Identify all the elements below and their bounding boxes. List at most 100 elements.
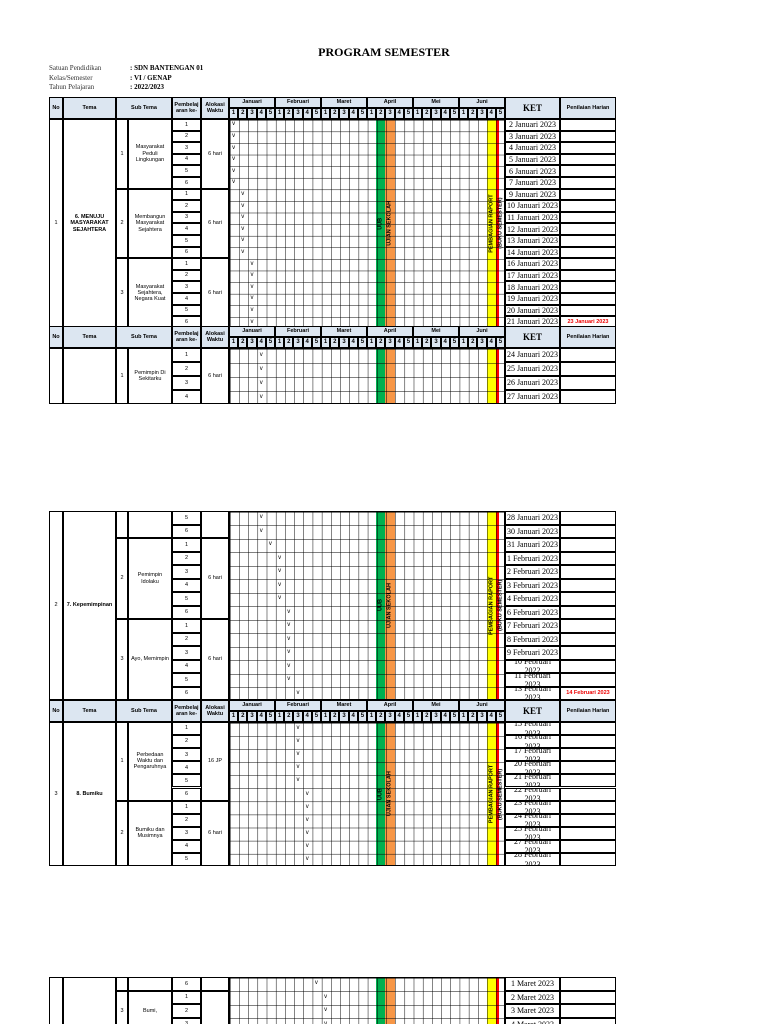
header-ket: KET xyxy=(505,326,560,348)
band-label: UUB xyxy=(377,788,384,801)
header-cell: Pembelaj aran ke- xyxy=(172,97,201,119)
week-number: 1 xyxy=(413,337,423,348)
check-mark: v xyxy=(259,393,263,400)
info-value: : 2022/2023 xyxy=(130,83,165,91)
check-mark: v xyxy=(324,1007,328,1014)
pembelajaran-no: 1 xyxy=(172,990,201,1004)
header-cell: Sub Tema xyxy=(116,700,172,722)
ket-date: 28 Februari 2023 xyxy=(505,853,560,867)
penilaian-harian xyxy=(560,177,616,189)
penilaian-harian xyxy=(560,853,616,867)
ket-date: 13 Februari 2023 xyxy=(505,686,560,700)
subtema-name: Ayo, Memimpin xyxy=(128,619,172,700)
penilaian-harian xyxy=(560,188,616,201)
subtema-no: 2 xyxy=(116,538,128,619)
check-mark: v xyxy=(278,568,282,575)
week-number: 1 xyxy=(275,337,285,348)
penilaian-harian xyxy=(560,119,616,131)
pembelajaran-no: 2 xyxy=(172,1004,201,1018)
band-label: (BUKU SEMESTER) xyxy=(497,768,504,820)
check-mark: v xyxy=(232,156,236,163)
header-cell: Pembelaj aran ke- xyxy=(172,700,201,722)
pembelajaran-no: 6 xyxy=(172,787,201,801)
penilaian-harian xyxy=(560,977,616,991)
penilaian-harian xyxy=(560,735,616,749)
month-header: Maret xyxy=(321,700,367,711)
ket-date: 6 Februari 2023 xyxy=(505,605,560,619)
month-header: Mei xyxy=(413,326,459,337)
penilaian-harian xyxy=(560,538,616,552)
ket-date: 21 Februari 2023 xyxy=(505,774,560,788)
penilaian-harian xyxy=(560,165,616,177)
penilaian-harian xyxy=(560,511,616,525)
ket-date: 18 Januari 2023 xyxy=(505,281,560,293)
check-mark: v xyxy=(241,248,245,255)
penilaian-harian xyxy=(560,673,616,687)
band-label: UJIAN SEKOLAH xyxy=(386,583,393,628)
week-number: 2 xyxy=(376,337,386,348)
ket-date: 28 Januari 2023 xyxy=(505,511,560,525)
ket-date: 20 Januari 2023 xyxy=(505,304,560,317)
pembelajaran-no: 4 xyxy=(172,659,201,673)
info-label: Satuan Pendidikan xyxy=(49,64,102,72)
pembelajaran-no: 3 xyxy=(172,211,201,224)
week-number: 3 xyxy=(293,711,303,722)
penilaian-harian xyxy=(560,826,616,840)
month-header: Februari xyxy=(275,700,321,711)
week-number: 1 xyxy=(367,108,377,119)
check-mark: v xyxy=(278,581,282,588)
ket-date: 13 Januari 2023 xyxy=(505,235,560,247)
penilaian-harian xyxy=(560,774,616,788)
week-number: 4 xyxy=(348,108,358,119)
check-mark: v xyxy=(241,214,245,221)
check-mark: v xyxy=(324,993,328,1000)
band-label: PEMBAGIAN RAPORT xyxy=(488,764,495,824)
pembelajaran-no: 2 xyxy=(172,551,201,565)
week-number: 3 xyxy=(385,337,395,348)
week-number: 2 xyxy=(238,711,248,722)
week-number: 4 xyxy=(256,337,266,348)
week-number: 2 xyxy=(422,711,432,722)
week-number: 1 xyxy=(413,108,423,119)
ket-date: 3 Februari 2023 xyxy=(505,578,560,592)
ket-date: 2 Januari 2023 xyxy=(505,119,560,131)
penilaian-harian xyxy=(560,813,616,827)
week-number: 1 xyxy=(321,711,331,722)
pembelajaran-no: 4 xyxy=(172,293,201,305)
month-header: Mei xyxy=(413,97,459,108)
pembelajaran-no: 3 xyxy=(172,646,201,660)
week-number: 5 xyxy=(449,711,459,722)
pembelajaran-no: 1 xyxy=(172,800,201,814)
check-mark: v xyxy=(324,1020,328,1024)
check-mark: v xyxy=(250,295,254,302)
ket-date: 30 Januari 2023 xyxy=(505,524,560,538)
check-mark: v xyxy=(305,842,309,849)
week-number: 1 xyxy=(459,108,469,119)
ket-date: 1 Maret 2023 xyxy=(505,977,560,991)
week-number: 4 xyxy=(394,337,404,348)
week-number: 5 xyxy=(495,108,505,119)
ket-date: 2 Maret 2023 xyxy=(505,990,560,1004)
header-cell: Tema xyxy=(63,97,116,119)
ket-date: 16 Februari 2023 xyxy=(505,735,560,749)
ket-date: 12 Januari 2023 xyxy=(505,223,560,235)
week-number: 1 xyxy=(459,337,469,348)
penilaian-harian xyxy=(560,390,616,404)
doc-title: PROGRAM SEMESTER xyxy=(318,45,450,59)
week-number: 4 xyxy=(256,711,266,722)
ket-date: 26 Januari 2023 xyxy=(505,376,560,390)
penilaian-harian xyxy=(560,619,616,633)
penilaian-harian xyxy=(560,722,616,736)
month-header: Februari xyxy=(275,326,321,337)
penilaian-harian xyxy=(560,246,616,259)
check-mark: v xyxy=(287,622,291,629)
header-cell: Tema xyxy=(63,326,116,348)
week-number: 2 xyxy=(284,337,294,348)
week-number: 3 xyxy=(477,711,487,722)
tema-name: 8. Bumiku xyxy=(63,722,116,867)
ket-date: 25 Januari 2023 xyxy=(505,362,560,376)
check-mark: v xyxy=(305,790,309,797)
week-number: 4 xyxy=(302,711,312,722)
pembelajaran-no: 3 xyxy=(172,281,201,293)
check-mark: v xyxy=(232,144,236,151)
